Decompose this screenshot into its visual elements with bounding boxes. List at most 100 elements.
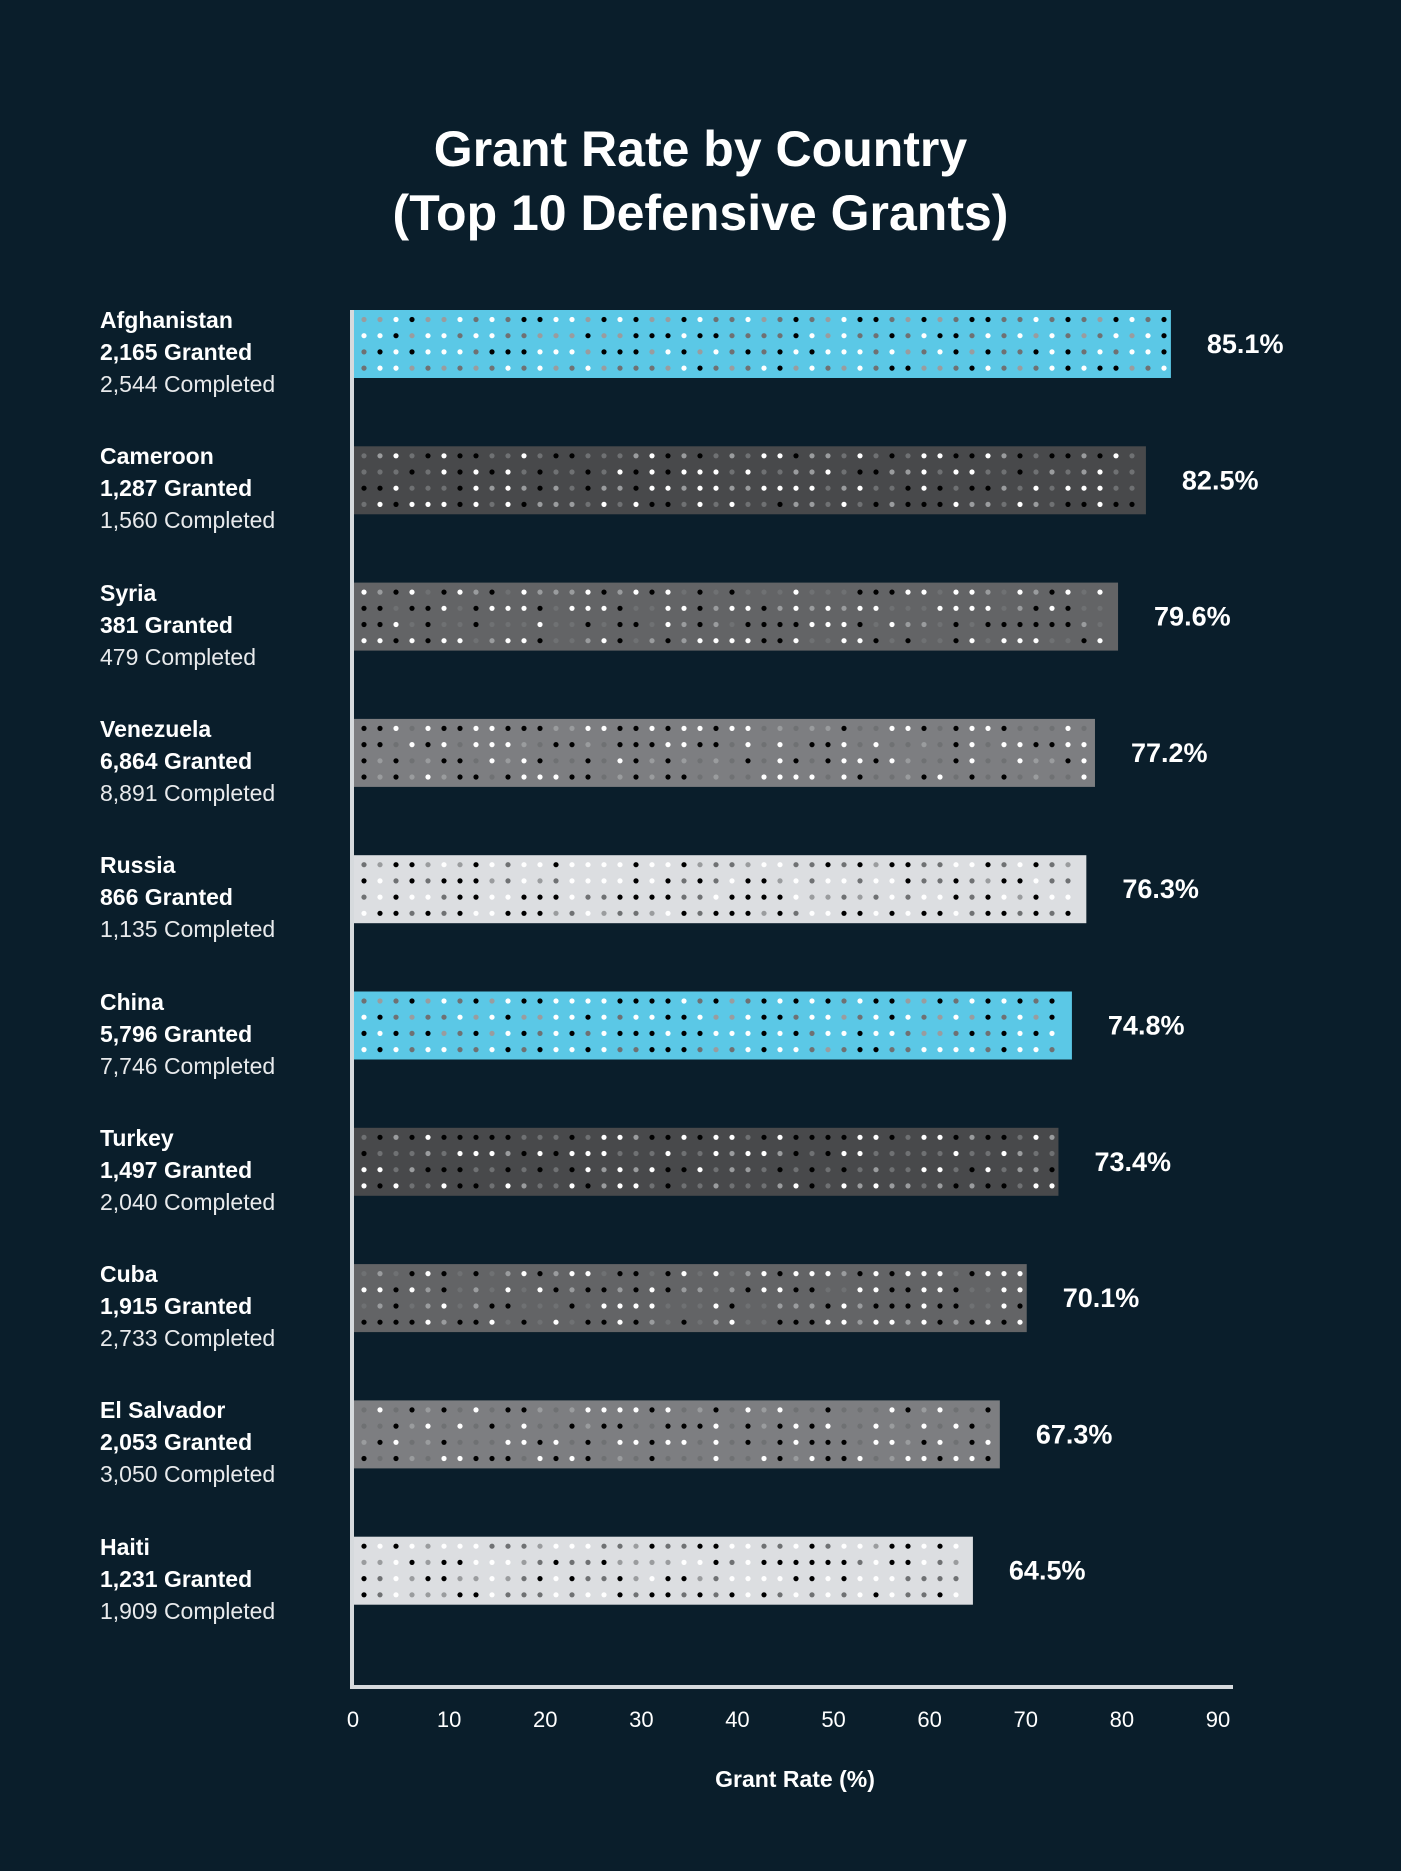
bar-dot xyxy=(1017,725,1023,732)
bar-dot xyxy=(505,1030,511,1036)
bar-dot xyxy=(937,605,943,611)
bar-dot xyxy=(777,469,783,475)
bar-dot xyxy=(505,1047,511,1053)
bar-dot xyxy=(505,862,511,868)
bar-dot xyxy=(665,1271,671,1277)
bar-dot xyxy=(889,1183,895,1189)
bar-dot xyxy=(1001,333,1007,339)
bar-dot xyxy=(649,1592,655,1598)
bar-dot xyxy=(745,589,751,595)
bar-dot xyxy=(713,1455,719,1462)
bar-dot xyxy=(969,1439,975,1445)
bar-dot xyxy=(905,1271,911,1277)
bar-dot xyxy=(969,910,975,916)
bar-dot xyxy=(665,621,671,628)
bar-dot xyxy=(393,1183,399,1189)
bar-dot xyxy=(985,1439,991,1445)
bar-dot xyxy=(809,1167,815,1173)
bar-dot xyxy=(729,316,735,323)
bar-dot xyxy=(569,725,575,732)
country-name: Turkey xyxy=(100,1124,174,1151)
bar-dot xyxy=(617,469,623,475)
x-tick-label: 20 xyxy=(533,1707,557,1732)
bar-dot xyxy=(489,1134,495,1140)
bar-dot xyxy=(953,1014,959,1020)
bar-dot xyxy=(841,638,847,644)
category-label: Turkey 1,497 Granted 2,040 Completed xyxy=(100,1122,275,1218)
bar-dot xyxy=(809,365,815,371)
bar-dot xyxy=(969,501,975,507)
bar-dot xyxy=(713,878,719,884)
bar-dot xyxy=(873,878,879,884)
bar-dot xyxy=(969,605,975,611)
bar-dot xyxy=(985,1167,991,1173)
bar-dot xyxy=(729,589,735,595)
bar-dot xyxy=(921,1271,927,1277)
bar-dot xyxy=(553,878,559,884)
bar-dot xyxy=(361,485,367,491)
bar-dot xyxy=(809,1543,815,1549)
bar-dot xyxy=(441,725,447,732)
bar-dot xyxy=(1113,365,1119,371)
bar-dot xyxy=(713,1271,719,1277)
bar-dot xyxy=(537,774,543,780)
bar-dot xyxy=(921,862,927,868)
bar-dot xyxy=(697,501,703,507)
bar-dot xyxy=(409,758,415,764)
bar-dot xyxy=(537,742,543,748)
bar-dot xyxy=(1065,365,1071,371)
bar-dot xyxy=(665,1150,671,1157)
bar-dot xyxy=(985,910,991,916)
bar-dot xyxy=(713,1030,719,1036)
bar-dot xyxy=(585,998,591,1004)
bar-dot xyxy=(505,1134,511,1140)
bar-dot xyxy=(521,453,527,459)
bar-dot xyxy=(1001,1319,1007,1325)
bar-dot xyxy=(905,501,911,507)
bar-dot xyxy=(569,894,575,900)
bar-dot xyxy=(649,1439,655,1445)
bar-dot xyxy=(649,1543,655,1549)
bar-dot xyxy=(969,894,975,900)
bar-dot xyxy=(441,862,447,868)
bar-dot xyxy=(1033,605,1039,611)
bar-dot xyxy=(905,469,911,475)
bar-dot xyxy=(1081,605,1087,611)
bar-dot xyxy=(553,1303,559,1309)
bar-dot xyxy=(761,621,767,628)
bar-dot xyxy=(585,1543,591,1549)
bar-dot xyxy=(473,1543,479,1549)
bar-dot xyxy=(425,485,431,491)
bar-dot xyxy=(713,1592,719,1598)
bar-dot xyxy=(537,349,543,355)
bar-dot xyxy=(873,1287,879,1293)
bar-dot xyxy=(953,349,959,355)
bar-dot xyxy=(457,878,463,884)
bar-dot xyxy=(681,1047,687,1053)
bar-dot xyxy=(969,758,975,764)
bar-dot xyxy=(457,894,463,900)
bar-dot xyxy=(857,894,863,900)
bar-dot xyxy=(697,878,703,884)
bar-dot xyxy=(921,453,927,459)
bar-dot xyxy=(761,638,767,644)
bar-dot xyxy=(665,742,671,748)
bar-dot xyxy=(537,365,543,371)
bar-dot xyxy=(953,469,959,475)
bar-dot xyxy=(393,998,399,1004)
bar-dot xyxy=(409,469,415,475)
bar-dot xyxy=(441,1559,447,1565)
bar-dot xyxy=(425,1150,431,1157)
bar-dot xyxy=(873,469,879,475)
bar-dot xyxy=(921,638,927,644)
bar-dot xyxy=(697,1030,703,1036)
bar-dot xyxy=(905,725,911,732)
bar-dot xyxy=(809,316,815,323)
bar-dot xyxy=(729,1047,735,1053)
value-label: 70.1% xyxy=(1063,1283,1140,1313)
bar-dot xyxy=(729,1134,735,1140)
bar-dot xyxy=(809,894,815,900)
bar-dot xyxy=(361,862,367,868)
bar-dot xyxy=(761,333,767,339)
bar-dot xyxy=(1081,638,1087,644)
